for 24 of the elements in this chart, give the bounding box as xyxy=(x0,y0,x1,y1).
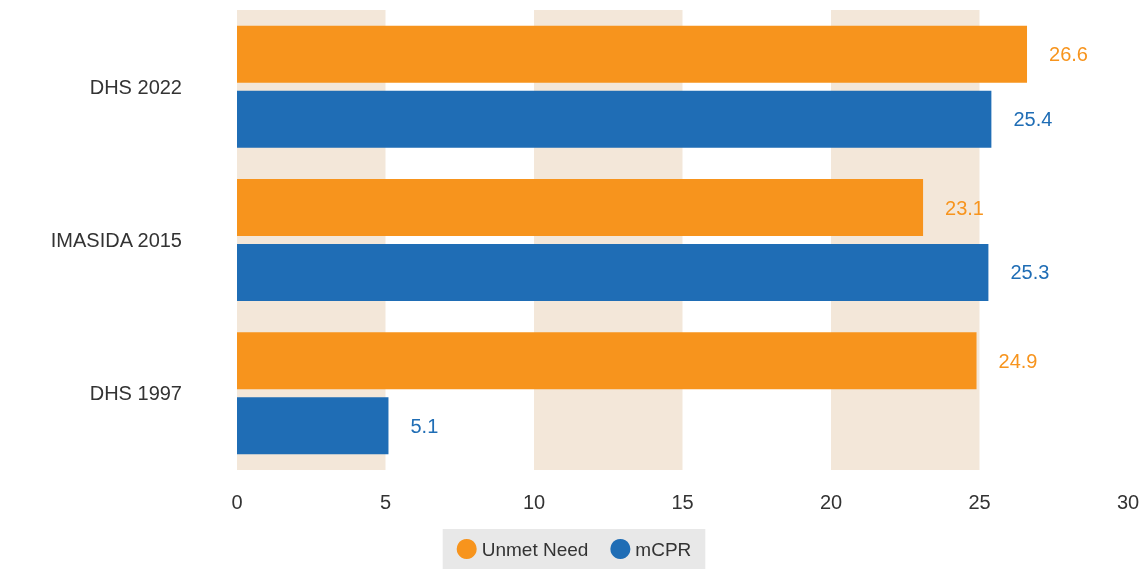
x-tick-label: 10 xyxy=(522,491,546,513)
data-label: 24.9 xyxy=(998,349,1038,372)
x-tick-label: 25 xyxy=(968,491,991,513)
data-label: 23.1 xyxy=(945,196,985,219)
data-label: 25.4 xyxy=(1013,108,1053,131)
x-tick-label: 5 xyxy=(379,491,392,513)
data-label: 5.1 xyxy=(410,414,439,437)
x-tick-label: 0 xyxy=(231,491,243,513)
data-label: 25.3 xyxy=(1010,261,1050,284)
legend-label: Unmet Need xyxy=(481,538,589,560)
legend-label: mCPR xyxy=(635,538,692,560)
bar xyxy=(237,25,1028,83)
y-tick-label: DHS 1997 xyxy=(89,382,182,405)
bar xyxy=(237,243,989,301)
y-tick-label: IMASIDA 2015 xyxy=(50,229,182,251)
y-tick-label: DHS 2022 xyxy=(89,75,182,98)
bar xyxy=(237,90,992,148)
bar xyxy=(237,332,977,390)
bar xyxy=(237,397,389,455)
bar xyxy=(237,179,924,237)
x-tick-label: 15 xyxy=(671,491,694,513)
x-tick-label: 30 xyxy=(1116,491,1140,513)
data-label: 26.6 xyxy=(1049,43,1088,66)
x-tick-label: 20 xyxy=(819,491,843,513)
